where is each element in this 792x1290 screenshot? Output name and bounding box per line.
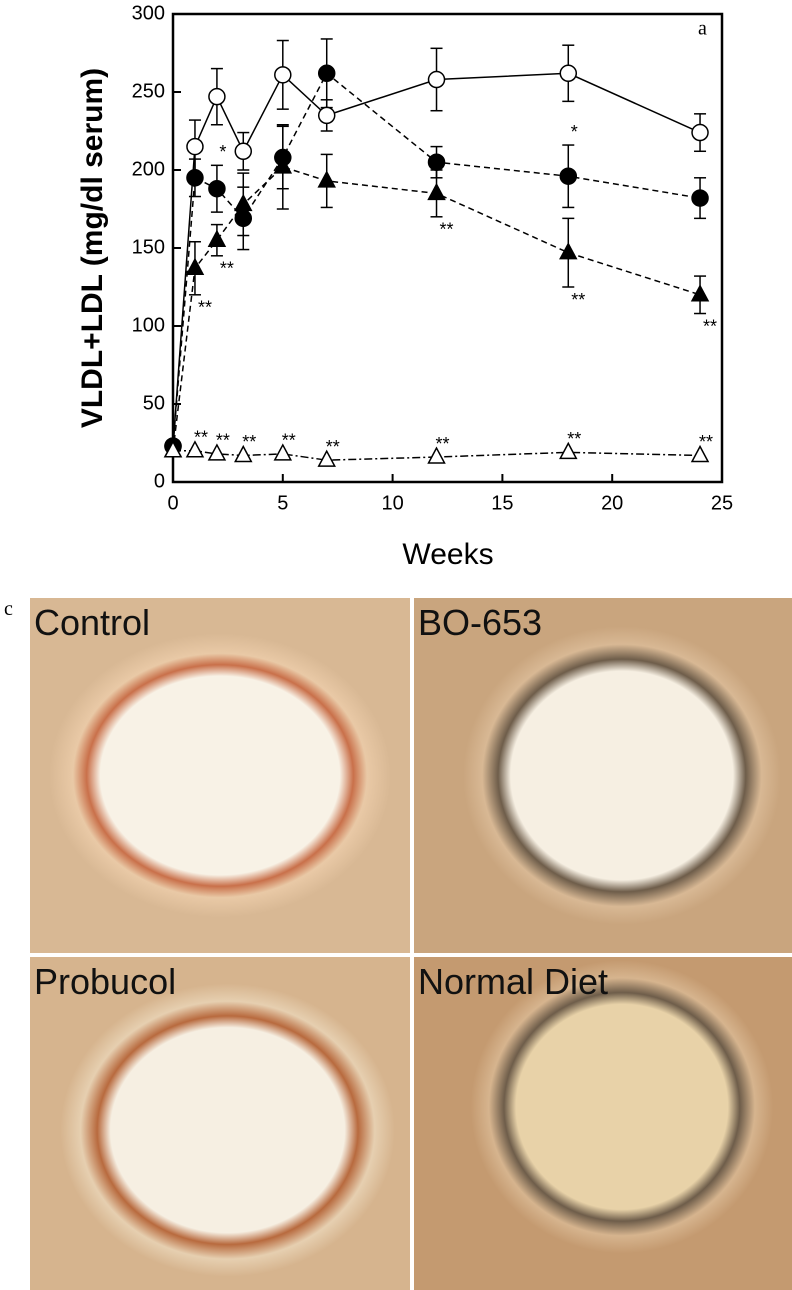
significance-mark: * bbox=[571, 122, 578, 142]
plot-frame bbox=[171, 12, 724, 484]
significance-mark: ** bbox=[703, 316, 717, 336]
x-tick-label: 15 bbox=[491, 492, 513, 514]
x-tick-label: 0 bbox=[167, 492, 178, 514]
significance-mark: ** bbox=[242, 432, 256, 452]
data-point bbox=[317, 170, 336, 188]
data-point bbox=[559, 242, 578, 260]
data-point bbox=[317, 64, 336, 83]
x-tick-label: 5 bbox=[277, 492, 288, 514]
histology-image: Probucol bbox=[30, 957, 410, 1290]
y-tick-label: 0 bbox=[154, 470, 165, 492]
histology-figure: c Control BO-653 Probucol Normal Diet bbox=[0, 596, 792, 1290]
significance-mark: ** bbox=[198, 298, 212, 318]
significance-mark: ** bbox=[282, 431, 296, 451]
data-point bbox=[163, 440, 183, 458]
significance-mark: * bbox=[219, 142, 226, 162]
x-tick-label: 10 bbox=[381, 492, 403, 514]
panel-label: c bbox=[4, 598, 13, 620]
y-tick-label: 150 bbox=[132, 236, 165, 258]
chart: a Weeks VLDL+LDL (mg/dl serum) 050100150… bbox=[76, 2, 733, 571]
significance-mark: ** bbox=[440, 220, 454, 240]
significance-mark: ** bbox=[216, 431, 230, 451]
significance-mark: ** bbox=[571, 290, 585, 310]
data-point bbox=[427, 182, 446, 201]
image-label: Normal Diet bbox=[418, 961, 609, 1002]
data-point bbox=[234, 142, 253, 161]
x-tick-label: 20 bbox=[601, 492, 623, 514]
significance-mark: ** bbox=[326, 437, 340, 457]
data-point bbox=[691, 123, 709, 142]
significance-mark: ** bbox=[567, 429, 581, 449]
data-point bbox=[691, 189, 709, 207]
histology-image: Control bbox=[30, 598, 410, 953]
x-axis-label: Weeks bbox=[402, 538, 493, 571]
data-point bbox=[207, 229, 227, 247]
data-point bbox=[273, 156, 293, 174]
data-point bbox=[234, 209, 253, 228]
data-point bbox=[208, 87, 226, 106]
data-point bbox=[559, 441, 578, 460]
histology-image: Normal Diet bbox=[414, 957, 792, 1290]
image-label: BO-653 bbox=[418, 602, 543, 643]
data-point bbox=[690, 284, 710, 302]
data-point bbox=[234, 193, 253, 212]
y-axis-label: VLDL+LDL (mg/dl serum) bbox=[76, 68, 109, 428]
data-point bbox=[317, 106, 336, 125]
data-point bbox=[427, 153, 446, 171]
data-point bbox=[207, 443, 227, 461]
data-point bbox=[427, 446, 446, 464]
data-point bbox=[186, 137, 204, 156]
histology-image: BO-653 bbox=[414, 598, 792, 953]
series-line bbox=[172, 72, 701, 447]
data-point bbox=[274, 66, 292, 84]
data-point bbox=[317, 449, 336, 467]
series-line bbox=[172, 166, 701, 451]
y-tick-label: 100 bbox=[132, 314, 165, 336]
image-label: Probucol bbox=[34, 961, 177, 1002]
series-line bbox=[172, 72, 701, 447]
data-point bbox=[559, 167, 578, 185]
data-point bbox=[186, 169, 204, 187]
x-tick-label: 25 bbox=[711, 492, 733, 514]
y-tick-label: 300 bbox=[132, 2, 165, 24]
data-point bbox=[185, 440, 205, 458]
data-point bbox=[185, 257, 205, 276]
significance-mark: ** bbox=[436, 434, 450, 454]
data-point bbox=[427, 70, 446, 89]
significance-mark: ** bbox=[194, 428, 208, 448]
data-point bbox=[690, 444, 710, 463]
data-point bbox=[273, 443, 293, 461]
panel-label: a bbox=[698, 18, 707, 40]
data-point bbox=[559, 64, 578, 83]
image-label: Control bbox=[34, 602, 151, 643]
y-tick-label: 200 bbox=[132, 158, 165, 180]
data-point bbox=[208, 179, 226, 198]
data-point bbox=[234, 444, 253, 463]
series-line bbox=[173, 450, 701, 461]
y-tick-label: 250 bbox=[132, 80, 165, 102]
y-tick-label: 50 bbox=[143, 392, 165, 414]
significance-mark: ** bbox=[699, 432, 713, 452]
significance-mark: ** bbox=[220, 259, 234, 279]
